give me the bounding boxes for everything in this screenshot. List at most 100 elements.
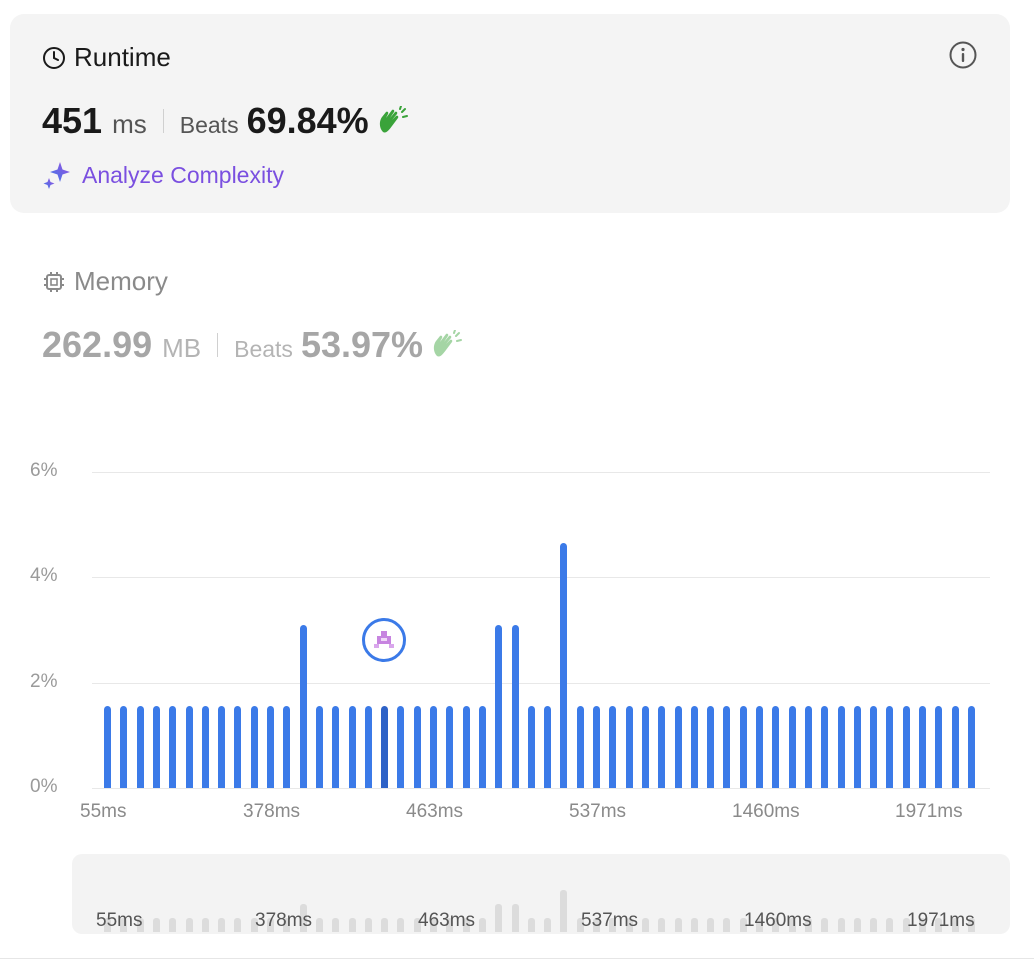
chart-bar[interactable] bbox=[593, 706, 600, 788]
info-icon[interactable] bbox=[948, 40, 978, 70]
memory-value: 262.99 bbox=[42, 324, 153, 365]
chart-bar[interactable] bbox=[837, 706, 845, 788]
navigator-bar bbox=[364, 918, 372, 932]
navigator-tick-label: 55ms bbox=[96, 910, 143, 931]
navigator-bar bbox=[283, 918, 291, 932]
chart-bar[interactable] bbox=[185, 706, 193, 788]
chart-bar[interactable] bbox=[625, 706, 633, 788]
analyze-complexity-label: Analyze Complexity bbox=[82, 161, 284, 188]
chart-bar[interactable] bbox=[951, 706, 959, 788]
chart-bar[interactable] bbox=[446, 706, 454, 788]
chart-bar[interactable] bbox=[641, 706, 649, 788]
chart-bar[interactable] bbox=[576, 706, 584, 788]
navigator-bar bbox=[723, 918, 731, 932]
chart-bar[interactable] bbox=[821, 706, 829, 788]
chart-bar[interactable] bbox=[690, 706, 698, 788]
x-tick-label: 537ms bbox=[569, 801, 627, 822]
navigator-tick-label: 537ms bbox=[581, 910, 639, 931]
x-tick-label: 1460ms bbox=[732, 801, 800, 822]
navigator-bar bbox=[902, 918, 910, 932]
chart-gridline bbox=[92, 577, 990, 579]
analyze-complexity-button[interactable]: Analyze Complexity bbox=[42, 160, 284, 190]
navigator-bar bbox=[544, 918, 552, 932]
chart-bar[interactable] bbox=[413, 706, 421, 788]
chart-bar[interactable] bbox=[804, 706, 812, 788]
chart-bar[interactable] bbox=[756, 706, 763, 788]
navigator-bar bbox=[853, 918, 861, 932]
chart-range-navigator[interactable]: 55ms 378ms 463ms 537ms 1460ms 1971ms bbox=[72, 854, 1010, 934]
chart-bar[interactable] bbox=[511, 624, 519, 788]
chart-gridline bbox=[92, 788, 990, 789]
navigator-bar bbox=[218, 918, 226, 932]
chart-bar[interactable] bbox=[348, 706, 356, 788]
chart-bar[interactable] bbox=[267, 706, 274, 788]
navigator-bar bbox=[788, 918, 796, 932]
chart-bar[interactable] bbox=[723, 706, 731, 788]
chart-bar[interactable] bbox=[381, 706, 389, 788]
navigator-bar bbox=[348, 918, 356, 932]
chart-bar[interactable] bbox=[136, 706, 144, 788]
chart-bar[interactable] bbox=[169, 706, 177, 788]
divider bbox=[217, 333, 219, 357]
navigator-bar bbox=[967, 918, 975, 932]
chart-bar[interactable] bbox=[919, 706, 926, 788]
navigator-bar bbox=[641, 918, 649, 932]
chart-bar[interactable] bbox=[788, 706, 796, 788]
chart-bar[interactable] bbox=[609, 706, 617, 788]
navigator-bar bbox=[332, 918, 340, 932]
chart-bar[interactable] bbox=[967, 706, 975, 788]
navigator-bar bbox=[658, 918, 666, 932]
chart-bar[interactable] bbox=[495, 624, 503, 788]
chart-bar[interactable] bbox=[658, 706, 666, 788]
chart-bar[interactable] bbox=[772, 706, 780, 788]
navigator-bar bbox=[935, 918, 943, 932]
x-tick-label: 378ms bbox=[243, 801, 301, 822]
chart-bar[interactable] bbox=[234, 706, 242, 788]
chart-bar[interactable] bbox=[870, 706, 878, 788]
chart-bar[interactable] bbox=[201, 706, 209, 788]
chart-bar[interactable] bbox=[299, 624, 307, 788]
chart-bar[interactable] bbox=[478, 706, 486, 788]
chart-bar[interactable] bbox=[544, 706, 552, 788]
memory-title: Memory bbox=[42, 266, 168, 297]
navigator-bar bbox=[870, 918, 878, 932]
navigator-bar bbox=[381, 918, 389, 932]
chart-bar[interactable] bbox=[283, 706, 291, 788]
chart-bar[interactable] bbox=[332, 706, 340, 788]
chart-bar[interactable] bbox=[462, 706, 470, 788]
navigator-bar bbox=[430, 918, 437, 932]
navigator-bar bbox=[495, 904, 503, 932]
navigator-bar bbox=[919, 918, 926, 932]
chart-bar[interactable] bbox=[152, 706, 160, 788]
chart-bar[interactable] bbox=[853, 706, 861, 788]
chart-bar[interactable] bbox=[707, 706, 715, 788]
chart-bar[interactable] bbox=[527, 706, 535, 788]
y-tick-label: 2% bbox=[30, 670, 58, 692]
chart-bar[interactable] bbox=[902, 706, 910, 788]
memory-beats-label: Beats bbox=[234, 336, 293, 362]
navigator-bar bbox=[756, 918, 763, 932]
chart-bar[interactable] bbox=[397, 706, 405, 788]
chart-bar[interactable] bbox=[364, 706, 372, 788]
navigator-bar bbox=[120, 918, 128, 932]
chart-bar[interactable] bbox=[560, 543, 568, 788]
y-tick-label: 6% bbox=[30, 460, 58, 481]
chart-bar[interactable] bbox=[250, 706, 258, 788]
chart-bar[interactable] bbox=[739, 706, 747, 788]
runtime-title: Runtime bbox=[42, 42, 171, 73]
chart-bar[interactable] bbox=[218, 706, 226, 788]
navigator-bar bbox=[185, 918, 193, 932]
chart-bar[interactable] bbox=[886, 706, 894, 788]
chart-bar[interactable] bbox=[104, 706, 111, 788]
runtime-beats-label: Beats bbox=[179, 112, 239, 138]
chart-bar[interactable] bbox=[674, 706, 682, 788]
chart-bar[interactable] bbox=[935, 706, 943, 788]
avatar-icon[interactable] bbox=[361, 618, 406, 663]
chart-bar[interactable] bbox=[430, 706, 437, 788]
chart-bar[interactable] bbox=[120, 706, 128, 788]
navigator-tick-label: 1460ms bbox=[744, 910, 812, 931]
memory-section[interactable]: Memory 262.99 MB Beats 53.97% bbox=[10, 228, 1010, 378]
navigator-bar bbox=[886, 918, 894, 932]
x-tick-label: 463ms bbox=[406, 801, 464, 822]
chart-bar[interactable] bbox=[315, 706, 323, 788]
